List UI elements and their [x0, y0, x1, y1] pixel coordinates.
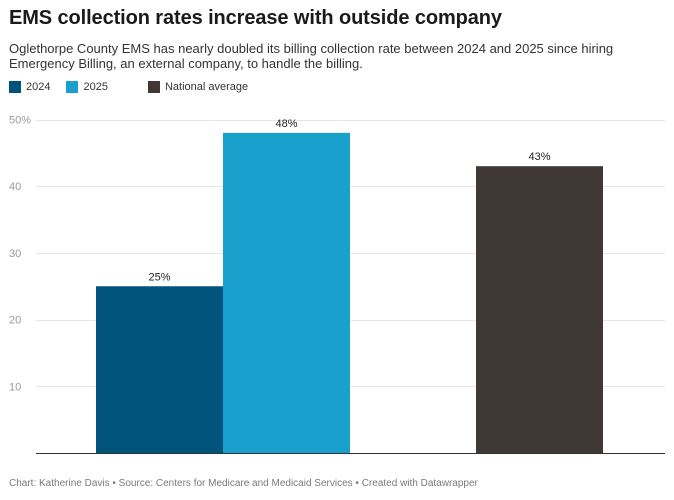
legend-label-2024: 2024 — [26, 81, 51, 93]
legend-item-national-average: National average — [147, 81, 249, 93]
legend-label-national-average: National average — [164, 81, 249, 93]
y-tick-label: 20 — [9, 315, 21, 327]
y-tick-label: 50% — [9, 115, 31, 127]
y-tick-label: 30 — [9, 248, 21, 260]
legend-label-2025: 2025 — [83, 81, 108, 93]
chart-subtitle: Oglethorpe County EMS has nearly doubled… — [9, 41, 614, 71]
y-tick-label: 40 — [9, 181, 21, 193]
bar-national-average — [476, 166, 603, 453]
legend-item-2024: 2024 — [9, 81, 50, 93]
chart-title: EMS collection rates increase with outsi… — [9, 7, 502, 29]
legend-swatch-national-average — [147, 81, 160, 93]
bar-2025 — [223, 132, 350, 453]
legend-swatch-2024 — [9, 81, 21, 93]
data-label-national-average: 43% — [528, 151, 550, 163]
data-label-2024: 25% — [148, 271, 170, 283]
bar-2024 — [96, 286, 223, 453]
legend: 2024 2025 National average — [9, 81, 264, 93]
data-label-2025: 48% — [275, 118, 297, 130]
legend-item-2025: 2025 — [66, 81, 108, 93]
y-tick-label: 10 — [9, 381, 21, 393]
bar-chart: 10 20 30 40 50% 25% 48% 43% — [9, 115, 665, 454]
legend-swatch-2025 — [66, 81, 79, 93]
chart-footer: Chart: Katherine Davis • Source: Centers… — [9, 478, 478, 489]
